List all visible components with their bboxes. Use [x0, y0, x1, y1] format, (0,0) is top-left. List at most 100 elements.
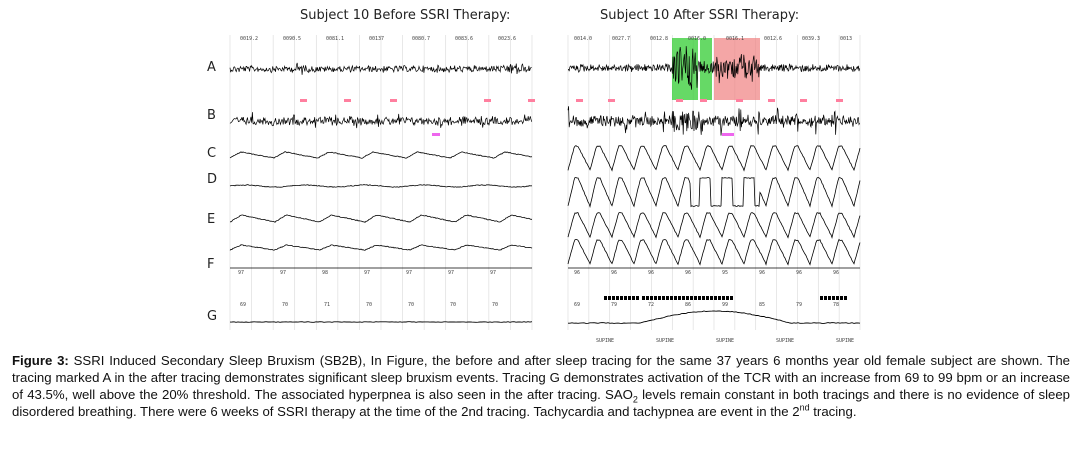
- figure-caption: Figure 3: SSRI Induced Secondary Sleep B…: [12, 352, 1070, 420]
- left-b-magenta-marker: [432, 133, 440, 136]
- right-trace-b: [567, 106, 860, 136]
- right-g-event-mark: [844, 296, 847, 300]
- right-b-marker: [576, 99, 583, 102]
- caption-text-1: SSRI Induced Secondary Sleep Bruxism (SB…: [12, 353, 1071, 402]
- right-g-event-mark: [718, 296, 721, 300]
- right-g-event-mark: [650, 296, 653, 300]
- left-f-value: 97: [490, 270, 496, 276]
- row-label-e: E: [207, 212, 216, 227]
- right-g-event-mark: [636, 296, 639, 300]
- right-header-tick: 0016.1: [726, 36, 744, 42]
- position-label: SUPINE: [776, 338, 794, 344]
- right-g-event-mark: [654, 296, 657, 300]
- right-g-event-mark: [620, 296, 623, 300]
- left-b-marker: [484, 99, 491, 102]
- right-g-event-mark: [690, 296, 693, 300]
- row-label-c: C: [207, 146, 217, 161]
- right-g-event-mark: [694, 296, 697, 300]
- right-b-marker: [768, 99, 775, 102]
- right-header-tick: 0016.0: [688, 36, 706, 42]
- row-label-g: G: [207, 309, 218, 324]
- right-b-marker: [700, 99, 707, 102]
- right-g-event-mark: [608, 296, 611, 300]
- right-g-value: 72: [648, 302, 654, 308]
- position-label: SUPINE: [716, 338, 734, 344]
- left-g-value: 70: [366, 302, 372, 308]
- left-f-value: 97: [448, 270, 454, 276]
- right-g-event-mark: [628, 296, 631, 300]
- right-trace-d: [567, 176, 861, 208]
- left-b-marker: [528, 99, 535, 102]
- left-trace-c: [229, 151, 533, 159]
- row-label-a: A: [207, 60, 216, 75]
- right-f-value: 95: [722, 270, 728, 276]
- right-f-value: 96: [574, 270, 580, 276]
- right-g-event-mark: [612, 296, 615, 300]
- right-b-marker: [736, 99, 743, 102]
- right-b-marker: [800, 99, 807, 102]
- right-g-event-mark: [670, 296, 673, 300]
- caption-sup: nd: [799, 402, 810, 413]
- right-g-event-mark: [686, 296, 689, 300]
- right-header-tick: 0012.6: [764, 36, 782, 42]
- row-label-b: B: [207, 108, 216, 123]
- right-g-event-mark: [616, 296, 619, 300]
- right-trace-c: [567, 144, 861, 172]
- right-g-event-mark: [604, 296, 607, 300]
- right-f-value: 96: [833, 270, 839, 276]
- right-g-event-mark: [642, 296, 645, 300]
- left-b-marker: [344, 99, 351, 102]
- left-header-tick: 0081.1: [326, 36, 344, 42]
- position-label: SUPINE: [596, 338, 614, 344]
- right-g-value: 99: [722, 302, 728, 308]
- right-g-value: 78: [833, 302, 839, 308]
- row-label-d: D: [207, 172, 218, 187]
- right-panel-title: Subject 10 After SSRI Therapy:: [600, 8, 800, 23]
- right-g-event-mark: [726, 296, 729, 300]
- left-g-value: 71: [324, 302, 330, 308]
- left-header-tick: 0090.5: [283, 36, 301, 42]
- left-header-tick: 0083.6: [455, 36, 473, 42]
- right-g-event-mark: [632, 296, 635, 300]
- left-f-value: 97: [238, 270, 244, 276]
- left-panel-title: Subject 10 Before SSRI Therapy:: [300, 8, 511, 23]
- right-g-event-mark: [828, 296, 831, 300]
- left-header-tick: 0080.7: [412, 36, 430, 42]
- left-g-value: 69: [240, 302, 246, 308]
- right-b-marker: [836, 99, 843, 102]
- right-g-event-mark: [624, 296, 627, 300]
- right-header-tick: 0014.0: [574, 36, 592, 42]
- right-g-event-mark: [666, 296, 669, 300]
- right-b-marker: [676, 99, 683, 102]
- left-trace-g: [229, 321, 533, 323]
- right-g-event-mark: [674, 296, 677, 300]
- right-b-marker: [608, 99, 615, 102]
- right-g-event-mark: [662, 296, 665, 300]
- right-g-value: 85: [759, 302, 765, 308]
- left-trace-e: [230, 214, 532, 223]
- right-g-event-mark: [706, 296, 709, 300]
- right-f-value: 96: [648, 270, 654, 276]
- right-g-value: 69: [574, 302, 580, 308]
- left-f-value: 97: [364, 270, 370, 276]
- right-g-event-mark: [710, 296, 713, 300]
- right-header-tick: 0012.8: [650, 36, 668, 42]
- right-g-value: 86: [685, 302, 691, 308]
- left-f-value: 97: [280, 270, 286, 276]
- right-trace-a: [568, 46, 860, 90]
- right-g-event-mark: [714, 296, 717, 300]
- left-g-value: 70: [408, 302, 414, 308]
- right-g-event-mark: [836, 296, 839, 300]
- right-f-value: 96: [759, 270, 765, 276]
- caption-label: Figure 3:: [12, 353, 69, 368]
- right-g-event-mark: [682, 296, 685, 300]
- left-trace-b: [229, 112, 533, 129]
- left-g-value: 70: [282, 302, 288, 308]
- left-g-value: 70: [492, 302, 498, 308]
- position-label: SUPINE: [656, 338, 674, 344]
- right-g-event-mark: [678, 296, 681, 300]
- sleep-tracing-figure: 0019.2 0090.5 0081.1 00137 0080.7 0083.6 0023.…: [229, 35, 861, 344]
- left-header-tick: 0023.6: [498, 36, 516, 42]
- right-f-value: 96: [796, 270, 802, 276]
- right-trace-g: [568, 310, 861, 324]
